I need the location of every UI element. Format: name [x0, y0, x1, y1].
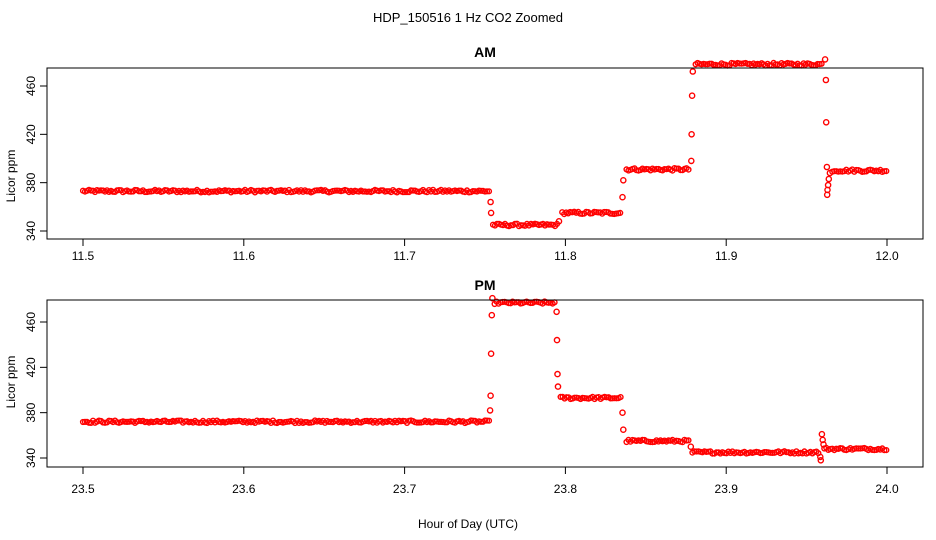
pm-y-tick-label: 340 — [24, 448, 38, 468]
pm-data-point — [325, 418, 333, 426]
am-transition-point — [487, 209, 495, 217]
am-transition-point — [689, 68, 697, 75]
pm-transition-point — [817, 456, 825, 464]
am-transition-point — [825, 175, 833, 183]
am-transition-point — [822, 76, 830, 84]
pm-transition-point — [817, 453, 824, 461]
am-data-point — [141, 188, 149, 196]
pm-data-point — [435, 418, 443, 426]
pm-data-points — [79, 294, 890, 464]
am-x-tick-label: 11.7 — [393, 249, 416, 263]
am-data-point — [359, 188, 367, 195]
pm-transition-point — [554, 383, 562, 390]
pm-transition-point — [553, 308, 560, 316]
am-transition-point — [821, 56, 829, 63]
pm-transition-point — [489, 294, 496, 302]
pm-x-tick-label: 23.7 — [393, 482, 417, 496]
pm-data-point — [275, 418, 283, 426]
am-transition-point — [555, 217, 563, 225]
am-data-point — [685, 166, 692, 173]
pm-data-point — [855, 445, 862, 452]
pm-plot-frame — [46, 299, 924, 468]
pm-y-tick-label: 420 — [24, 357, 38, 377]
figure-title: HDP_150516 1 Hz CO2 Zoomed — [373, 10, 563, 25]
am-x-tick-label: 11.6 — [233, 249, 256, 263]
pm-transition-point — [487, 350, 495, 358]
am-x-tick-label: 12.0 — [875, 249, 899, 263]
pm-data-point — [485, 417, 493, 424]
am-data-point — [601, 208, 608, 216]
am-data-point — [485, 188, 493, 195]
pm-data-point — [301, 419, 309, 426]
am-transition-point — [823, 163, 831, 171]
pm-x-tick-label: 24.0 — [875, 482, 899, 496]
pm-transition-point — [619, 409, 626, 417]
pm-data-point — [685, 437, 692, 444]
am-x-axis: 11.5 11.6 11.7 11.8 11.9 12.0 — [72, 238, 899, 263]
am-transition-point — [822, 119, 830, 126]
pm-data-point — [617, 394, 624, 401]
am-transition-point — [688, 130, 695, 138]
pm-transition-point — [486, 407, 494, 414]
pm-data-point — [883, 447, 890, 454]
am-transition-point — [688, 92, 696, 99]
pm-y-tick-label: 460 — [24, 312, 38, 332]
am-x-tick-label: 11.5 — [72, 249, 95, 263]
pm-transition-point — [488, 311, 496, 319]
am-transition-point — [824, 181, 832, 189]
am-data-point — [702, 61, 709, 68]
am-data-point — [187, 188, 195, 195]
am-y-tick-label: 460 — [24, 76, 38, 96]
pm-data-point — [413, 419, 421, 426]
am-data-point — [883, 168, 890, 175]
pm-transition-point — [620, 426, 627, 434]
am-data-point — [483, 188, 491, 195]
am-data-point — [818, 60, 825, 67]
am-transition-point — [487, 198, 494, 206]
am-y-axis-label: Licor ppm — [4, 150, 18, 203]
am-panel-title: AM — [474, 44, 496, 60]
am-plot-frame — [46, 67, 924, 240]
pm-panel: PM Licor ppm 23.5 23.6 23.7 23.8 23.9 24.0 34… — [4, 277, 924, 496]
am-y-tick-label: 380 — [24, 172, 38, 192]
pm-x-tick-label: 23.6 — [232, 482, 256, 496]
pm-transition-point — [553, 336, 561, 344]
pm-transition-point — [820, 441, 827, 448]
pm-x-tick-label: 23.9 — [715, 482, 739, 496]
am-x-tick-label: 11.8 — [554, 249, 577, 263]
pm-transition-point — [687, 443, 695, 451]
am-transition-point — [619, 193, 626, 201]
pm-x-axis: 23.5 23.6 23.7 23.8 23.9 24.0 — [71, 466, 899, 496]
am-data-point — [313, 187, 321, 194]
am-transition-point — [620, 176, 627, 184]
pm-x-tick-label: 23.8 — [554, 482, 578, 496]
am-y-tick-label: 340 — [24, 221, 38, 241]
pm-y-axis: 340 380 420 460 — [24, 312, 48, 468]
pm-panel-title: PM — [475, 277, 496, 293]
am-transition-point — [826, 169, 834, 177]
am-data-point — [617, 209, 624, 217]
am-data-point — [401, 189, 409, 196]
pm-y-tick-label: 380 — [24, 402, 38, 422]
am-data-points — [79, 56, 890, 230]
pm-transition-point — [818, 430, 826, 438]
pm-y-axis-label: Licor ppm — [4, 356, 18, 409]
am-data-point — [207, 188, 215, 195]
am-x-tick-label: 11.9 — [715, 249, 738, 263]
am-transition-point — [688, 157, 695, 165]
am-y-axis: 340 380 420 460 — [24, 76, 48, 241]
pm-transition-point — [487, 392, 494, 400]
pm-data-point — [571, 394, 578, 401]
x-axis-label: Hour of Day (UTC) — [418, 517, 518, 531]
pm-transition-point — [554, 370, 561, 378]
pm-data-point — [761, 449, 768, 456]
am-panel: AM Licor ppm 11.5 11.6 11.7 11.8 11.9 12.0 34… — [4, 44, 924, 263]
pm-x-tick-label: 23.5 — [71, 482, 95, 496]
am-y-tick-label: 420 — [24, 124, 38, 144]
